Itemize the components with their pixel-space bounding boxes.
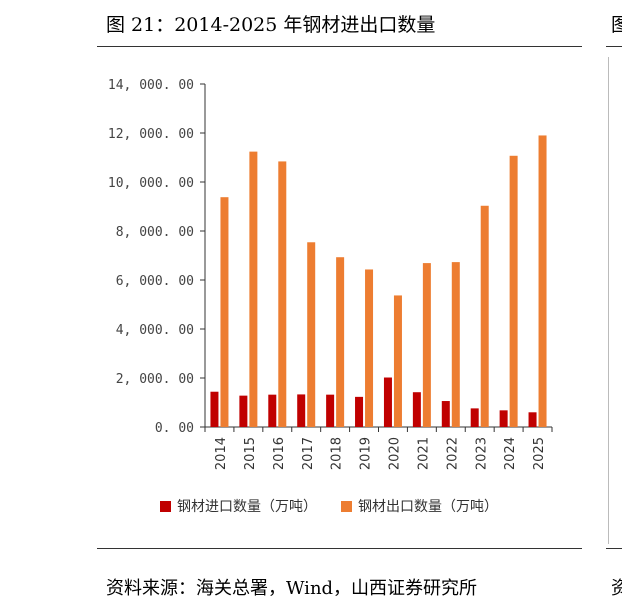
bar-export bbox=[422, 263, 431, 427]
bar-import bbox=[383, 377, 392, 427]
chart-legend: 钢材进口数量（万吨） 钢材出口数量（万吨） bbox=[160, 496, 498, 516]
x-tick-label: 2022 bbox=[445, 437, 460, 470]
y-tick-label: 12, 000. 00 bbox=[108, 127, 194, 142]
bar-import bbox=[528, 412, 537, 427]
x-tick-label: 2015 bbox=[243, 437, 258, 470]
adjacent-panel-source-fragment: 资 bbox=[611, 578, 622, 599]
x-tick-label: 2023 bbox=[474, 437, 489, 470]
bar-import bbox=[297, 394, 306, 427]
x-tick-label: 2018 bbox=[330, 437, 345, 470]
x-tick-label: 2016 bbox=[272, 437, 287, 470]
y-tick-label: 10, 000. 00 bbox=[108, 176, 194, 191]
bar-import bbox=[499, 410, 508, 427]
adjacent-panel-top-rule bbox=[606, 46, 622, 47]
bar-import bbox=[239, 395, 248, 427]
bar-export bbox=[538, 135, 547, 427]
source-note: 资料来源：海关总署，Wind，山西证券研究所 bbox=[106, 578, 478, 599]
x-tick-label: 2024 bbox=[503, 437, 518, 470]
adjacent-panel-bottom-rule bbox=[606, 548, 622, 549]
bar-import bbox=[470, 408, 479, 427]
x-tick-label: 2020 bbox=[388, 437, 403, 470]
bar-export bbox=[509, 155, 518, 427]
y-tick-label: 14, 000. 00 bbox=[108, 78, 194, 93]
y-tick-label: 6, 000. 00 bbox=[116, 274, 194, 289]
y-tick-label: 4, 000. 00 bbox=[116, 323, 194, 338]
x-tick-label: 2025 bbox=[532, 437, 547, 470]
bar-export bbox=[278, 161, 287, 428]
x-tick-label: 2019 bbox=[359, 437, 374, 470]
bar-export bbox=[480, 205, 489, 427]
bar-import bbox=[268, 394, 277, 427]
bar-export bbox=[365, 269, 374, 427]
y-tick-label: 8, 000. 00 bbox=[116, 225, 194, 240]
bar-import bbox=[210, 391, 219, 427]
bar-export bbox=[220, 197, 229, 427]
bar-export bbox=[451, 262, 460, 427]
bar-export bbox=[307, 242, 316, 427]
y-tick-label: 0. 00 bbox=[155, 421, 194, 436]
adjacent-panel-frame bbox=[608, 57, 609, 544]
adjacent-panel-title-fragment: 图 bbox=[611, 14, 622, 36]
legend-swatch-export bbox=[341, 500, 352, 512]
top-rule bbox=[97, 46, 582, 47]
bar-import bbox=[326, 394, 335, 427]
legend-item-export: 钢材出口数量（万吨） bbox=[341, 496, 498, 516]
legend-label-export: 钢材出口数量（万吨） bbox=[358, 499, 498, 515]
x-tick-label: 2021 bbox=[416, 437, 431, 470]
bar-export bbox=[393, 295, 402, 427]
figure-title: 图 21：2014-2025 年钢材进出口数量 bbox=[106, 14, 436, 36]
x-tick-label: 2017 bbox=[301, 437, 316, 470]
bar-export bbox=[336, 257, 345, 427]
legend-swatch-import bbox=[160, 500, 171, 512]
bar-import bbox=[355, 396, 364, 427]
legend-item-import: 钢材进口数量（万吨） bbox=[160, 496, 317, 516]
x-tick-label: 2014 bbox=[214, 437, 229, 470]
bar-import bbox=[412, 392, 421, 427]
bar-import bbox=[441, 401, 450, 427]
bar-export bbox=[249, 151, 258, 427]
bottom-rule bbox=[97, 548, 582, 549]
y-tick-label: 2, 000. 00 bbox=[116, 372, 194, 387]
legend-label-import: 钢材进口数量（万吨） bbox=[177, 499, 317, 515]
